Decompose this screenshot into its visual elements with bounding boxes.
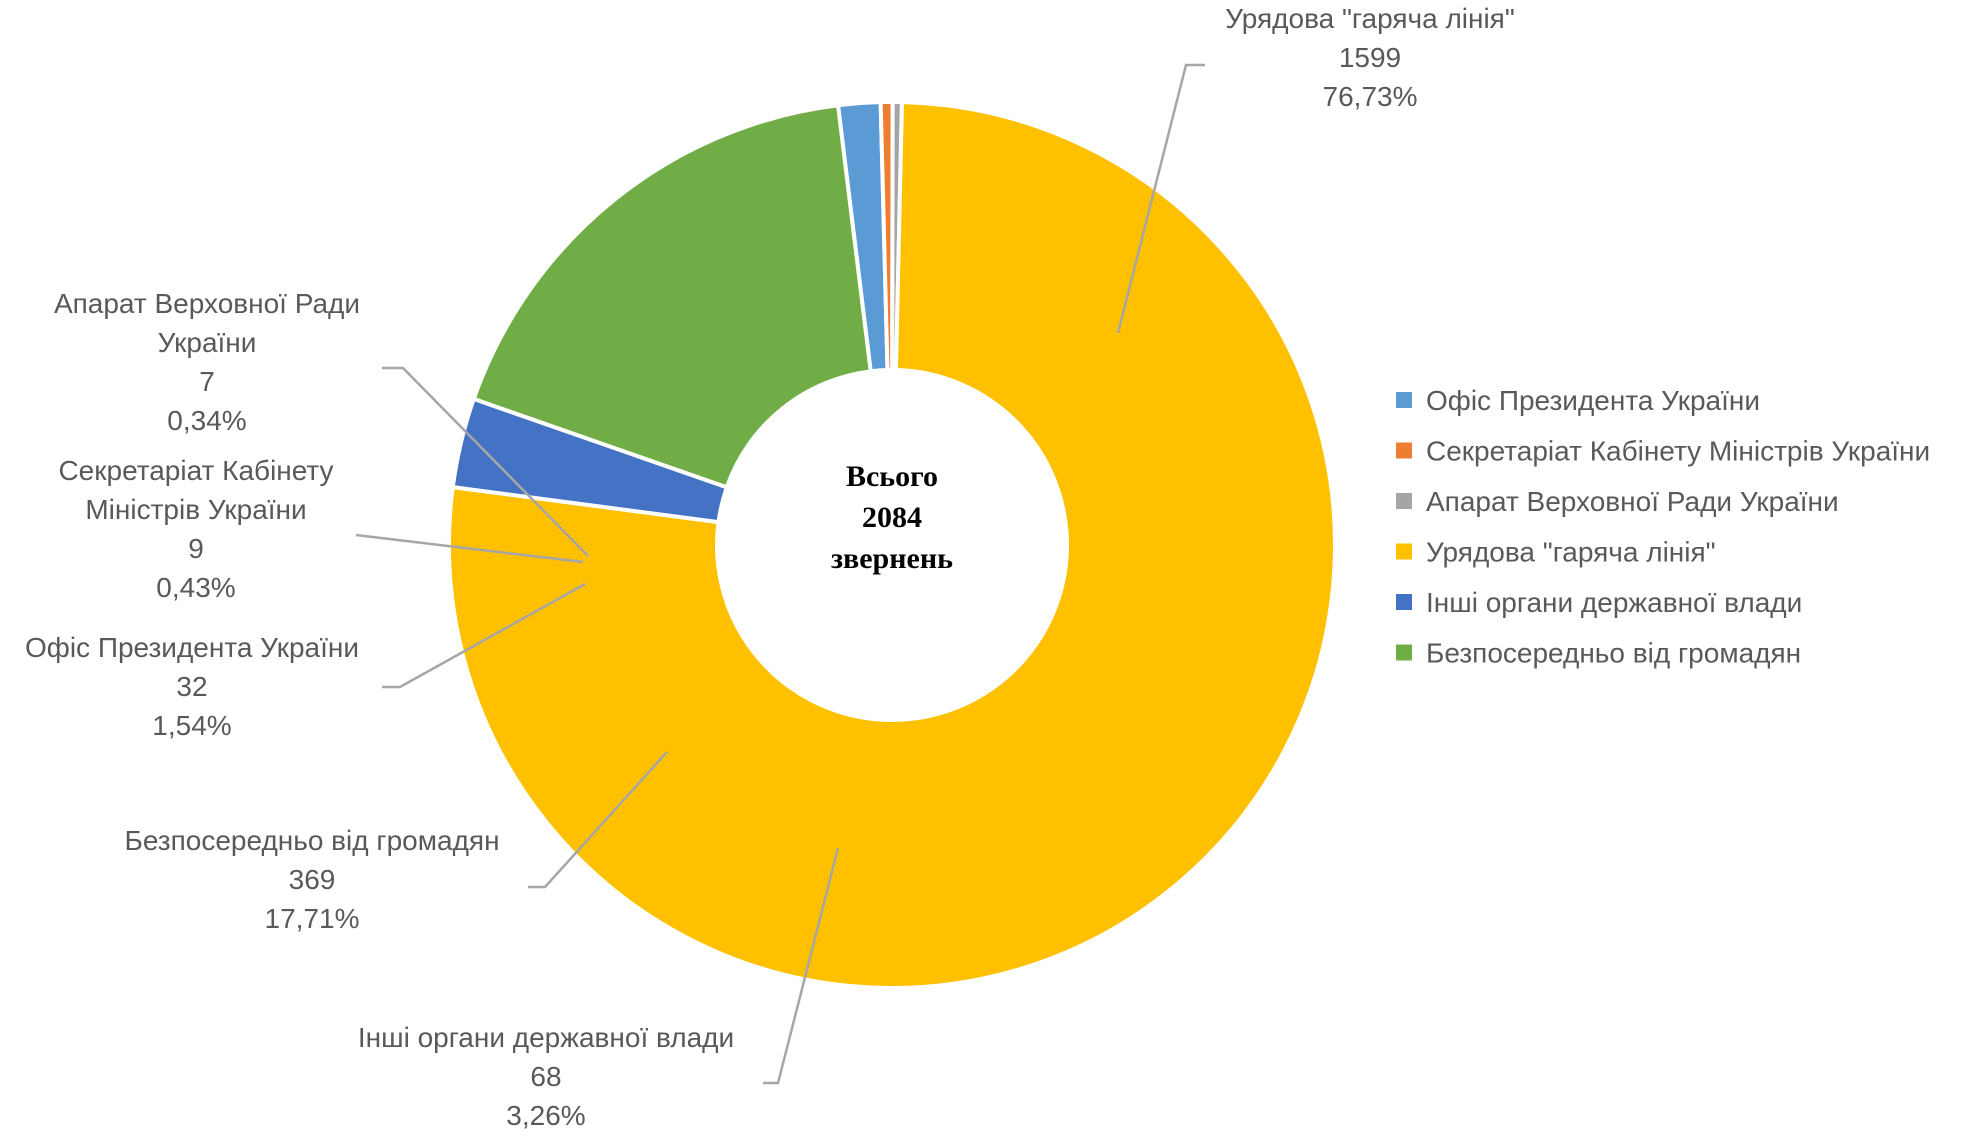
data-label-1-line-3: 0,43%	[156, 572, 235, 603]
data-label-1-line-0: Секретаріат Кабінету	[58, 455, 333, 486]
legend-item-2: Апарат Верховної Ради України	[1396, 486, 1839, 517]
center-line-1: Всього	[846, 460, 938, 493]
leader-lines	[355, 63, 1205, 1085]
legend-item-1: Секретаріат Кабінету Міністрів України	[1396, 436, 1930, 467]
legend-swatch-4	[1396, 594, 1412, 610]
leader-line-3	[1116, 63, 1205, 334]
data-label-5-line-1: 369	[289, 864, 336, 895]
slices	[447, 99, 1337, 990]
data-labels: Офіс Президента України 32 1,54% Секретаріа…	[25, 3, 1515, 1131]
leader-line-0	[382, 582, 586, 689]
data-label-5-line-2: 17,71%	[265, 903, 360, 934]
leader-line-1	[355, 533, 584, 564]
data-label-5-line-0: Безпосередньо від громадян	[124, 825, 499, 856]
legend-swatch-5	[1396, 644, 1412, 661]
legend-swatch-0	[1396, 392, 1412, 408]
data-label-3-line-1: 1599	[1339, 42, 1401, 73]
data-label-1-line-1: Міністрів України	[85, 494, 306, 525]
leader-line-4	[763, 847, 840, 1085]
center-line-3: звернень	[831, 542, 953, 575]
data-label-1-line-2: 9	[188, 533, 204, 564]
legend-item-5: Безпосередньо від громадян	[1396, 638, 1801, 669]
legend-label-1: Секретаріат Кабінету Міністрів України	[1426, 436, 1930, 467]
data-label-4-line-0: Інші органи державної влади	[358, 1022, 734, 1053]
legend-item-0: Офіс Президента України	[1396, 385, 1760, 416]
data-label-2-line-0: Апарат Верховної Ради	[54, 288, 360, 319]
data-label-3-line-2: 76,73%	[1323, 81, 1418, 112]
legend-item-3: Урядова "гаряча лінія"	[1396, 537, 1716, 568]
data-label-3-line-0: Урядова "гаряча лінія"	[1225, 3, 1515, 34]
leader-line-5	[528, 751, 668, 889]
legend-swatch-3	[1396, 543, 1412, 560]
legend-label-0: Офіс Президента України	[1426, 385, 1760, 416]
data-label-0-line-2: 1,54%	[152, 710, 231, 741]
data-label-2-line-3: 0,34%	[167, 405, 246, 436]
data-label-4-line-1: 68	[530, 1061, 561, 1092]
data-label-2-line-1: України	[158, 327, 257, 358]
leader-line-2	[382, 366, 589, 557]
data-label-4-line-2: 3,26%	[506, 1100, 585, 1131]
legend-label-5: Безпосередньо від громадян	[1426, 638, 1801, 669]
legend-label-2: Апарат Верховної Ради України	[1426, 486, 1839, 517]
legend: Офіс Президента України Секретаріат Кабін…	[1396, 385, 1930, 669]
data-label-2-line-2: 7	[199, 366, 215, 397]
legend-label-4: Інші органи державної влади	[1426, 587, 1802, 618]
data-label-0-line-0: Офіс Президента України	[25, 632, 359, 663]
data-label-0-line-1: 32	[176, 671, 207, 702]
center-line-2: 2084	[862, 501, 922, 534]
legend-swatch-2	[1396, 493, 1412, 509]
legend-label-3: Урядова "гаряча лінія"	[1426, 537, 1716, 568]
center-label: Всього 2084 звернень	[831, 460, 953, 575]
legend-item-4: Інші органи державної влади	[1396, 587, 1802, 618]
slice-3	[447, 100, 1337, 990]
legend-swatch-1	[1396, 442, 1412, 459]
slice-5	[471, 103, 873, 490]
